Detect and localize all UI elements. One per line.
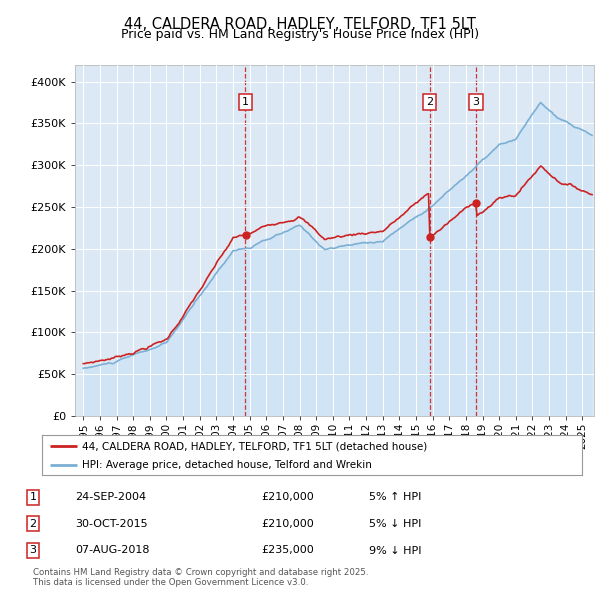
Text: 1: 1 <box>242 97 248 107</box>
Text: 07-AUG-2018: 07-AUG-2018 <box>75 546 149 555</box>
Text: 9% ↓ HPI: 9% ↓ HPI <box>369 546 421 555</box>
Text: 44, CALDERA ROAD, HADLEY, TELFORD, TF1 5LT: 44, CALDERA ROAD, HADLEY, TELFORD, TF1 5… <box>124 17 476 31</box>
Text: Price paid vs. HM Land Registry's House Price Index (HPI): Price paid vs. HM Land Registry's House … <box>121 28 479 41</box>
Text: Contains HM Land Registry data © Crown copyright and database right 2025.
This d: Contains HM Land Registry data © Crown c… <box>33 568 368 587</box>
Text: £210,000: £210,000 <box>261 519 314 529</box>
Text: 5% ↓ HPI: 5% ↓ HPI <box>369 519 421 529</box>
Text: £235,000: £235,000 <box>261 546 314 555</box>
Text: 3: 3 <box>29 546 37 555</box>
Text: 24-SEP-2004: 24-SEP-2004 <box>75 493 146 502</box>
Text: HPI: Average price, detached house, Telford and Wrekin: HPI: Average price, detached house, Telf… <box>83 460 373 470</box>
Text: 5% ↑ HPI: 5% ↑ HPI <box>369 493 421 502</box>
Text: £210,000: £210,000 <box>261 493 314 502</box>
Text: 2: 2 <box>29 519 37 529</box>
Text: 44, CALDERA ROAD, HADLEY, TELFORD, TF1 5LT (detached house): 44, CALDERA ROAD, HADLEY, TELFORD, TF1 5… <box>83 441 428 451</box>
Text: 1: 1 <box>29 493 37 502</box>
Text: 30-OCT-2015: 30-OCT-2015 <box>75 519 148 529</box>
Text: 3: 3 <box>472 97 479 107</box>
Text: 2: 2 <box>426 97 433 107</box>
